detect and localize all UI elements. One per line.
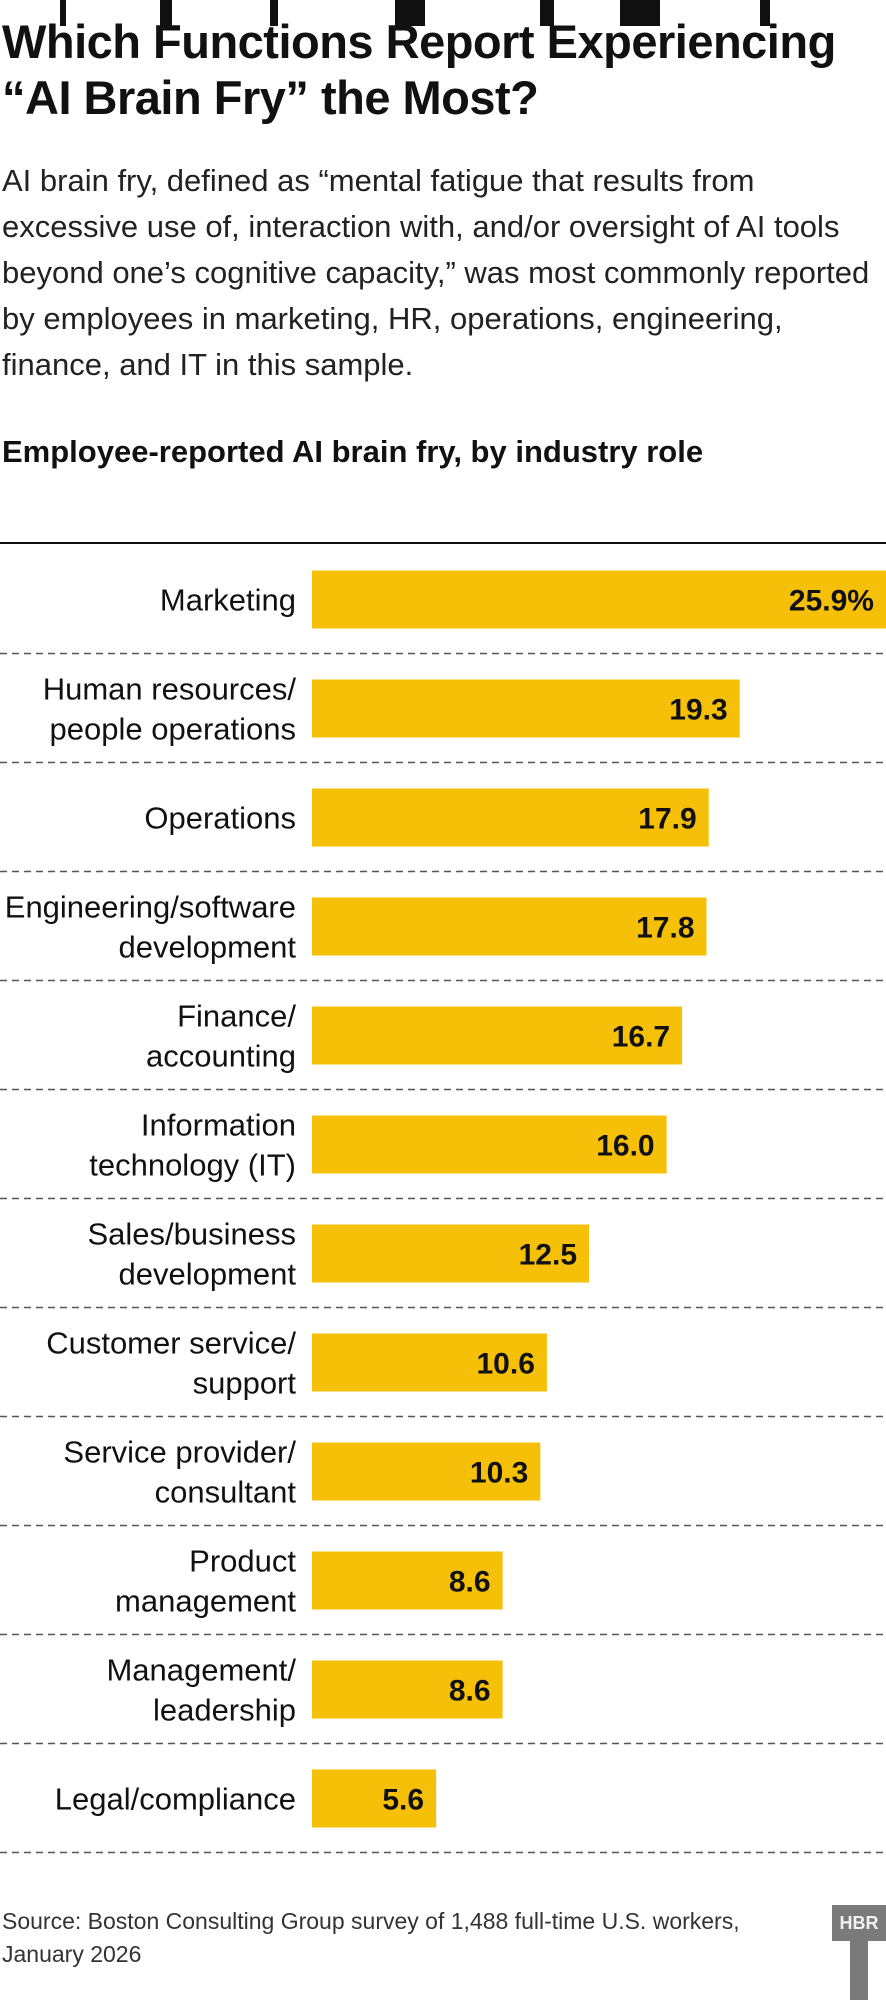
bar xyxy=(312,788,709,847)
bar-value-label: 8.6 xyxy=(449,1566,491,1599)
bar xyxy=(312,1442,541,1501)
bar-value-label: 17.8 xyxy=(636,912,694,945)
bar-value-label: 10.6 xyxy=(477,1348,535,1381)
bar xyxy=(312,1006,683,1065)
category-label: Human resources/people operations xyxy=(43,672,297,747)
bar xyxy=(312,1769,437,1828)
bar-value-label: 8.6 xyxy=(449,1675,491,1708)
category-label: Information technology (IT) xyxy=(89,1108,296,1183)
category-label: Engineering/software development xyxy=(5,890,297,965)
bar-value-label: 19.3 xyxy=(669,694,727,727)
bar xyxy=(312,1224,589,1283)
bar xyxy=(312,1551,503,1610)
category-label: Finance/accounting xyxy=(146,999,296,1074)
category-label: Product management xyxy=(115,1544,296,1619)
category-label: Customer service/support xyxy=(46,1326,296,1401)
top-cropped-strip xyxy=(0,0,886,26)
hbr-logo-stem xyxy=(850,1941,868,2000)
category-label: Legal/compliance xyxy=(55,1782,296,1817)
bar-value-label: 16.0 xyxy=(596,1130,654,1163)
dek-paragraph: AI brain fry, defined as “mental fatigue… xyxy=(2,163,870,382)
bar xyxy=(312,897,707,956)
chart-title: Employee-reported AI brain fry, by indus… xyxy=(2,434,704,469)
bar-chart: 25.9% Marketing 19.3 Human resources/people… xyxy=(0,570,886,1854)
hbr-logo-text: HBR xyxy=(832,1905,886,1941)
hbr-logo: HBR xyxy=(832,1905,886,2000)
bar-value-label: 17.9 xyxy=(638,803,696,836)
category-label: Operations xyxy=(144,801,296,836)
bar-value-label: 5.6 xyxy=(382,1784,424,1817)
bar xyxy=(312,1333,547,1392)
chart-top-rule xyxy=(0,542,886,544)
category-label: Management/leadership xyxy=(106,1653,296,1728)
source-note: Source: Boston Consulting Group survey o… xyxy=(2,1908,740,1967)
category-label: Sales/business development xyxy=(87,1217,296,1292)
category-label: Service provider/consultant xyxy=(63,1435,296,1510)
bar xyxy=(312,1115,667,1174)
bar xyxy=(312,570,886,629)
headline: Which Functions Report Experiencing “AI … xyxy=(2,15,836,124)
category-label: Marketing xyxy=(160,583,296,618)
bar-value-label: 16.7 xyxy=(612,1021,670,1054)
bar-value-label: 12.5 xyxy=(519,1239,577,1272)
bar xyxy=(312,1660,503,1719)
bar xyxy=(312,679,740,738)
bar-value-label: 25.9% xyxy=(789,585,874,618)
bar-value-label: 10.3 xyxy=(470,1457,528,1490)
